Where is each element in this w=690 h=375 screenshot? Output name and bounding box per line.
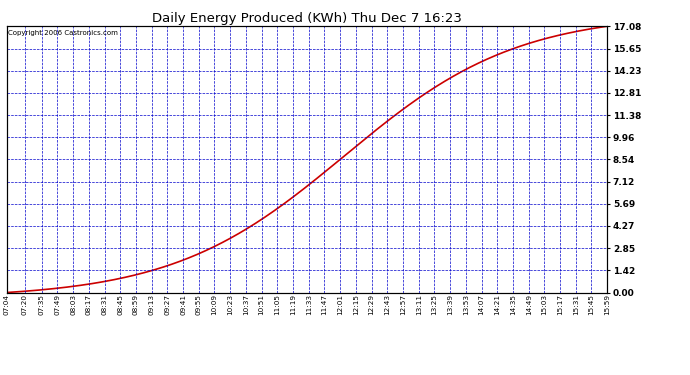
Title: Daily Energy Produced (KWh) Thu Dec 7 16:23: Daily Energy Produced (KWh) Thu Dec 7 16… — [152, 12, 462, 25]
Text: Copyright 2006 Castronics.com: Copyright 2006 Castronics.com — [8, 30, 118, 36]
